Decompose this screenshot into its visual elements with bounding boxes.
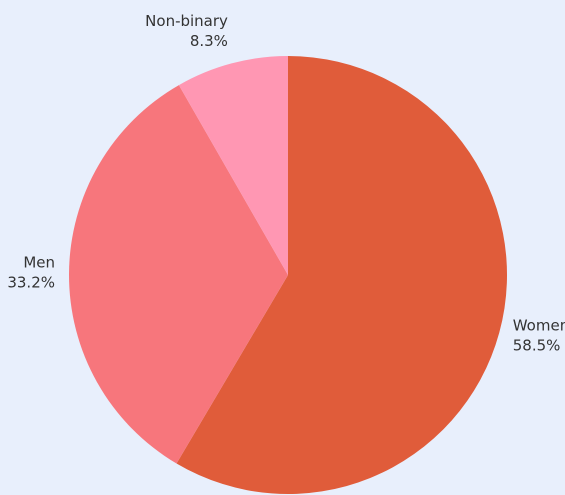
slice-label-non-binary: Non-binary [145, 12, 228, 30]
slice-value-non-binary: 8.3% [190, 32, 228, 50]
slice-label-women: Women [513, 316, 565, 334]
pie-slice-men [69, 85, 288, 464]
pie-slice-women [176, 56, 508, 495]
slice-label-men: Men [23, 254, 55, 272]
pie-slice-non-binary [178, 56, 288, 275]
pie-slices [69, 56, 508, 495]
pie-labels: Women 58.5% Men 33.2% Non-binary 8.3% [7, 12, 565, 355]
slice-value-women: 58.5% [513, 336, 561, 354]
slice-value-men: 33.2% [7, 274, 55, 292]
